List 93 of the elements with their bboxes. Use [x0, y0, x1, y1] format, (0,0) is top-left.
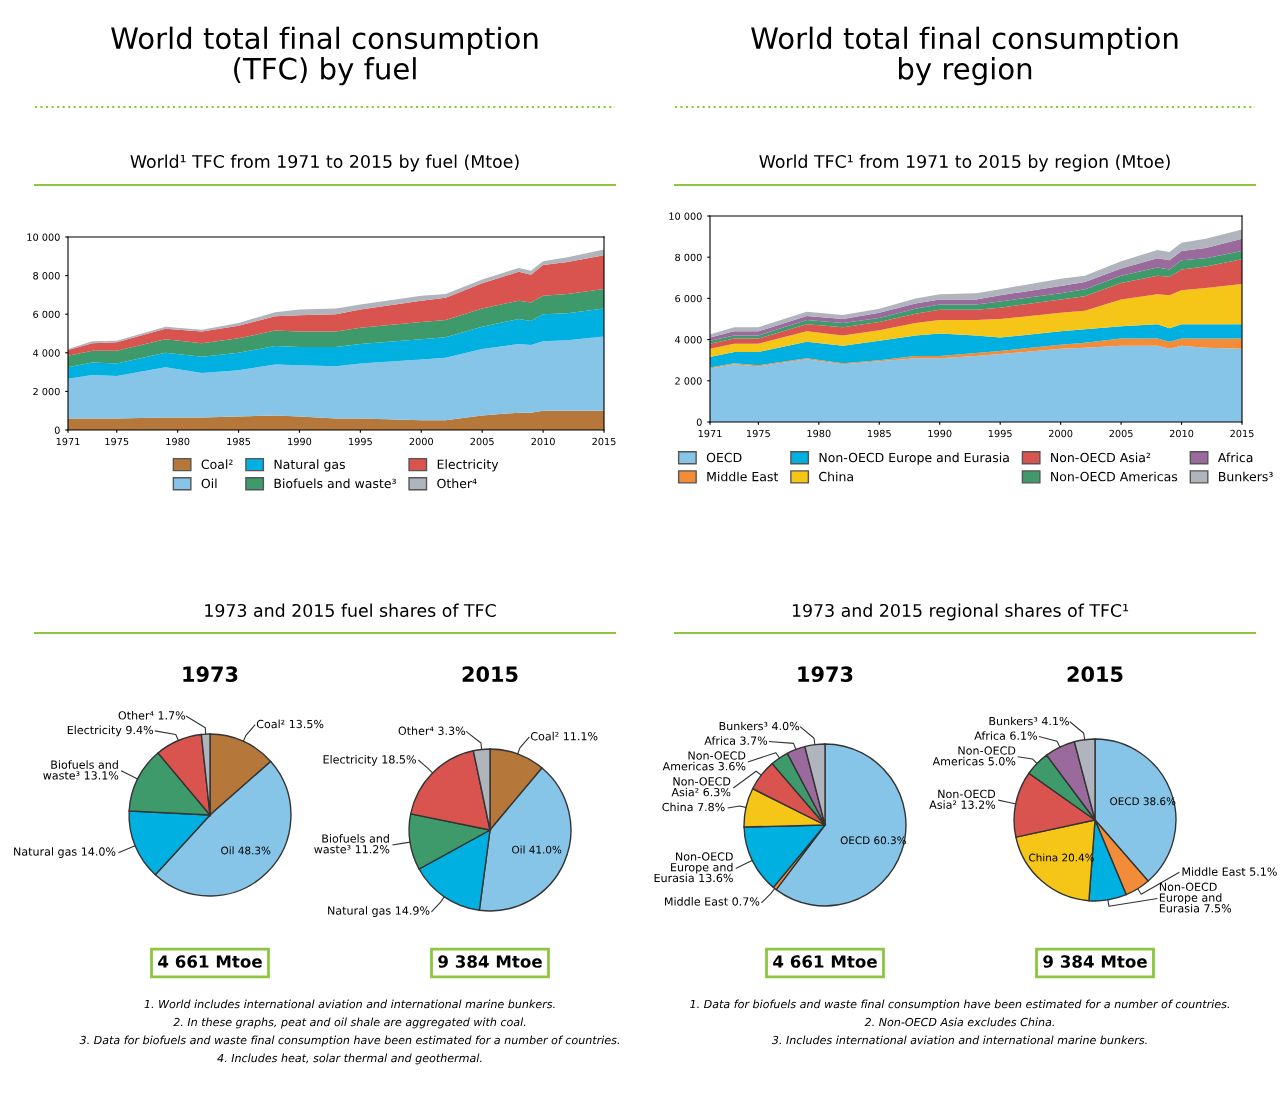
y-tick-label: 0	[54, 426, 60, 434]
legend-label: Non-OECD Europe and Eurasia	[819, 452, 1009, 465]
legend-label: Biofuels and waste³	[274, 478, 396, 489]
x-tick-label: 2005	[470, 437, 494, 446]
text: 9 384 Mtoe	[438, 955, 542, 968]
slice-label: Africa 3.7%	[704, 736, 768, 745]
chart-title: 1973	[183, 666, 238, 683]
text: 1. World includes international aviation and international marine bunkers.	[144, 999, 555, 1009]
x-tick-label: 1971	[56, 437, 80, 446]
x-tick-label: 2010	[531, 437, 555, 446]
legend-label: Bunkers³	[1219, 471, 1273, 482]
slice-label: Other⁴ 3.3%	[398, 726, 466, 735]
chart-title: World total final consumption (TFC) by fuel	[111, 26, 538, 86]
y-tick-label: 4 000	[675, 336, 702, 344]
text: 4 661 Mtoe	[773, 955, 877, 968]
text: 4. Includes heat, solar thermal and geothermal.	[217, 1053, 482, 1065]
x-tick-label: 1995	[349, 437, 372, 446]
slice-label: Non-OECD Americas 5.0%	[932, 746, 1016, 766]
slice-label: Bunkers³ 4.0%	[719, 721, 800, 731]
legend-label: China	[819, 471, 853, 482]
x-tick-label: 2005	[1109, 429, 1133, 438]
legend-label: Africa	[1217, 452, 1253, 463]
text: 3. Includes international aviation and international marine bunkers.	[771, 1035, 1147, 1045]
x-tick-label: 2015	[592, 437, 616, 446]
text: 1973 and 2015 regional shares of TFC¹	[792, 603, 1129, 621]
x-tick-label: 2000	[1048, 429, 1073, 438]
text: 9 384 Mtoe	[1043, 955, 1147, 968]
text: 2. Non-OECD Asia excludes China.	[864, 1017, 1054, 1027]
slice-label: Biofuels and waste³ 11.2%	[314, 834, 390, 854]
slice-label: Other⁴ 1.7%	[118, 711, 186, 720]
slice-label: Non-OECD Europe and Eurasia 7.5%	[1159, 882, 1232, 913]
slice-label: China 7.8%	[662, 802, 725, 812]
chart-subtitle: 1973 and 2015 fuel shares of TFC	[205, 603, 496, 618]
text: 3. Data for biofuels and waste final consumption have been estimated for a number of countries.	[79, 1035, 619, 1047]
text: 1. Data for biofuels and waste final consumption have been estimated for a number of countries.	[690, 999, 1229, 1011]
x-tick-label: 1980	[807, 429, 831, 438]
slice-label: Non-OECD Europe and Eurasia 13.6%	[654, 852, 733, 883]
legend-label: Middle East	[707, 471, 779, 482]
slice-label: Non-OECD Asia² 6.3%	[671, 777, 731, 797]
x-tick-label: 1975	[747, 429, 770, 438]
x-tick-label: 2015	[1230, 429, 1254, 438]
text: 4 661 Mtoe	[158, 955, 262, 968]
y-tick-label: 6 000	[33, 310, 60, 319]
y-tick-label: 8 000	[675, 253, 702, 262]
slice-label: Africa 6.1%	[974, 731, 1038, 740]
chart-subtitle: World¹ TFC from 1971 to 2015 by fuel (Mtoe)	[130, 154, 519, 172]
x-tick-label: 2000	[409, 437, 433, 446]
slice-label: Biofuels and waste³ 13.1%	[43, 760, 119, 780]
text: 2. In these graphs, peat and oil shale are aggregated with coal.	[173, 1017, 526, 1029]
slice-label: Coal² 11.1%	[530, 731, 598, 741]
legend-label: Electricity	[437, 459, 499, 472]
slice-label: OECD 38.6%	[1110, 797, 1176, 806]
slice-label: Bunkers³ 4.1%	[989, 716, 1069, 726]
chart-title: 2015	[1067, 666, 1123, 683]
chart-subtitle: World TFC¹ from 1971 to 2015 by region (Mtoe)	[759, 154, 1170, 172]
slice-label: Electricity 18.5%	[323, 755, 416, 766]
chart-title: 2015	[462, 666, 518, 683]
legend-label: Coal²	[201, 459, 233, 470]
x-tick-label: 1990	[928, 429, 952, 438]
slice-label: Middle East 0.7%	[665, 897, 760, 906]
slice-label: Natural gas 14.0%	[14, 847, 116, 858]
x-tick-label: 1995	[988, 429, 1012, 438]
y-tick-label: 0	[696, 418, 702, 426]
legend-label: Non-OECD Americas	[1051, 471, 1178, 482]
slice-label: Middle East 5.1%	[1182, 867, 1277, 876]
slice-label: Oil 41.0%	[512, 845, 562, 854]
x-tick-label: 1971	[698, 429, 722, 438]
slice-label: Oil 48.3%	[221, 846, 271, 855]
x-tick-label: 1985	[227, 437, 251, 446]
y-tick-label: 10 000	[669, 212, 702, 220]
legend-label: OECD	[706, 452, 742, 463]
x-tick-label: 1985	[867, 429, 891, 438]
legend-label: Non-OECD Asia²	[1051, 452, 1151, 463]
slice-label: Non-OECD Americas 3.6%	[662, 751, 746, 771]
legend-label: Other⁴	[437, 478, 477, 489]
slice-label: Non-OECD Asia² 13.2%	[929, 789, 996, 809]
y-tick-label: 2 000	[675, 377, 702, 385]
y-tick-label: 2 000	[33, 387, 60, 396]
x-tick-label: 1975	[105, 437, 129, 446]
x-tick-label: 2010	[1169, 429, 1194, 438]
chart-title: 1973	[798, 666, 853, 683]
y-tick-label: 8 000	[33, 272, 60, 280]
legend-label: Natural gas	[274, 459, 345, 472]
legend-label: Oil	[201, 478, 217, 489]
y-tick-label: 6 000	[675, 294, 702, 303]
x-tick-label: 1990	[288, 437, 312, 446]
chart-title: World total final consumption by region	[751, 26, 1178, 86]
slice-label: Coal² 13.5%	[256, 719, 324, 729]
y-tick-label: 10 000	[27, 233, 60, 241]
slice-label: Natural gas 14.9%	[328, 906, 430, 917]
y-tick-label: 4 000	[33, 349, 60, 357]
x-tick-label: 1980	[166, 437, 190, 446]
slice-label: Electricity 9.4%	[67, 725, 154, 737]
